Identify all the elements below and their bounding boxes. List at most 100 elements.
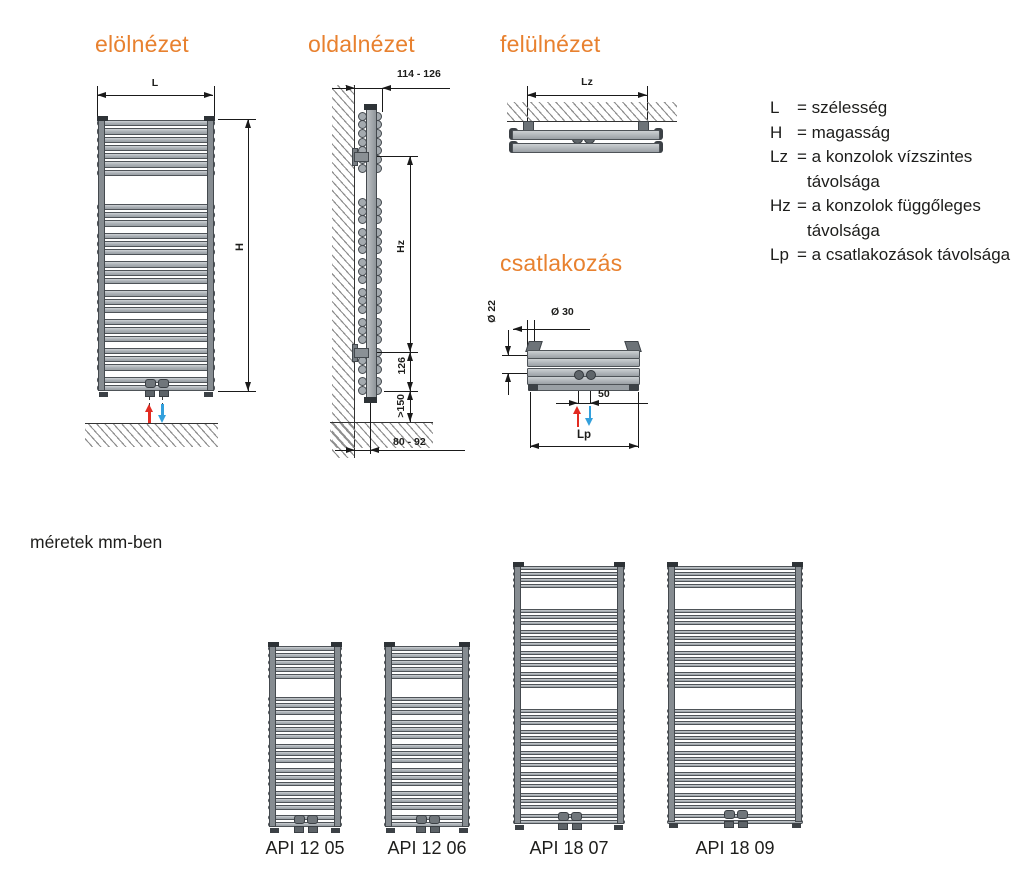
radiator-bar: [384, 727, 470, 733]
bar-group-gap: [97, 372, 215, 376]
radiator-bar: [97, 220, 215, 227]
radiator-bar: [667, 820, 803, 824]
radiator-bar: [268, 767, 342, 773]
connection-view-title: csatlakozás: [500, 250, 623, 276]
left-collector: [385, 646, 392, 827]
radiator-bar: [513, 578, 625, 582]
connection-nub: [307, 815, 318, 824]
connection-stub: [294, 826, 304, 833]
extension-line: [384, 391, 418, 392]
radiator-bar: [667, 642, 803, 646]
bar-group-gap: [384, 787, 470, 790]
radiator-bar: [97, 232, 215, 239]
radiator-bar: [512, 143, 660, 153]
legend-definition: = magasság: [797, 122, 891, 142]
radiator-bar: [268, 666, 342, 672]
connection-stub: [724, 821, 734, 828]
radiator-bar: [513, 793, 625, 797]
bar-group-gap: [513, 726, 625, 729]
towel-gap: [513, 589, 625, 608]
flow-arrow-up-icon: [148, 412, 151, 424]
top-cap: [614, 562, 625, 567]
pipe-diameter-dim-label: Ø 22: [486, 300, 498, 323]
arrowhead-icon: [370, 446, 379, 453]
model-name-label: API 12 05: [265, 838, 345, 858]
legend-row: távolsága: [770, 219, 1010, 244]
legend-row: Lp = a csatlakozások távolsága: [770, 243, 1010, 268]
radiator-bar: [268, 710, 342, 716]
flow-arrow-down-icon: [588, 406, 592, 419]
arrowhead-icon: [530, 442, 539, 449]
top-view-title: felülnézet: [500, 31, 601, 57]
radiator-bar: [268, 781, 342, 787]
arrowhead-icon: [382, 84, 391, 91]
connection-nub: [145, 379, 156, 388]
radiator-bar: [513, 657, 625, 661]
radiator-bar: [268, 750, 342, 756]
radiator-bar: [268, 757, 342, 763]
radiator-bar: [384, 791, 470, 797]
bar-group-gap: [384, 740, 470, 743]
radiator-bar: [384, 666, 470, 672]
extension-line: [97, 86, 98, 116]
radiator-bar: [513, 721, 625, 725]
floor-line: [330, 422, 433, 423]
radiator-bar: [513, 584, 625, 588]
radiator-bar: [384, 710, 470, 716]
radiator-bar: [667, 772, 803, 776]
top-cap: [459, 642, 470, 647]
radiator-bar: [384, 805, 470, 811]
radiator-bar: [667, 721, 803, 725]
radiator-bar: [268, 696, 342, 702]
radiator-bar: [667, 663, 803, 667]
connection-stub: [308, 826, 318, 833]
connection-stub: [558, 823, 568, 830]
bar-group-gap: [667, 668, 803, 671]
bar-group-gap: [97, 228, 215, 232]
foot: [515, 825, 524, 830]
radiator-bar: [97, 269, 215, 276]
radiator-bar: [384, 652, 470, 658]
arrowhead-icon: [97, 91, 106, 98]
radiator-bar: [97, 169, 215, 176]
top-cap: [268, 642, 279, 647]
connection-nub: [571, 812, 582, 821]
radiator-bar: [97, 249, 215, 256]
towel-gap: [268, 680, 342, 696]
model-name-label: API 18 09: [695, 838, 775, 858]
radiator-bar: [384, 720, 470, 726]
model-name-label: API 18 07: [529, 838, 609, 858]
radiator-bar: [384, 743, 470, 749]
bar-group-gap: [667, 789, 803, 792]
left-collector: [514, 566, 521, 824]
side-floor-dim-label: >150: [395, 394, 407, 418]
radiator-bar: [384, 734, 470, 739]
radiator-bar: [97, 128, 215, 135]
bar-group-gap: [513, 747, 625, 750]
legend-definition: = a konzolok függőleges: [797, 196, 981, 215]
radiator-bar: [667, 730, 803, 734]
radiator-bar: [667, 814, 803, 818]
radiator-bar: [667, 584, 803, 588]
top-cap: [97, 116, 108, 121]
side-wall-dim-line: [335, 450, 465, 451]
extension-line: [502, 373, 527, 374]
radiator-bar: [384, 757, 470, 763]
foot: [204, 392, 213, 397]
extension-line: [527, 320, 528, 346]
arrowhead-icon: [569, 399, 578, 406]
extension-line: [368, 156, 418, 157]
tube-center-line: [370, 400, 371, 454]
bar-group-gap: [268, 716, 342, 719]
radiator-bar: [268, 774, 342, 780]
legend: L = szélesség H = magasság Lz = a konzolok …: [770, 96, 1010, 268]
bar-group-gap: [97, 285, 215, 289]
radiator-bar: [384, 703, 470, 709]
foot: [528, 384, 538, 391]
radiator-bar: [268, 791, 342, 797]
front-width-dim-label: L: [151, 77, 159, 89]
legend-symbol: H: [770, 122, 783, 142]
radiator-bar: [667, 609, 803, 613]
bar-group-gap: [97, 256, 215, 260]
bar-group-gap: [384, 811, 470, 814]
